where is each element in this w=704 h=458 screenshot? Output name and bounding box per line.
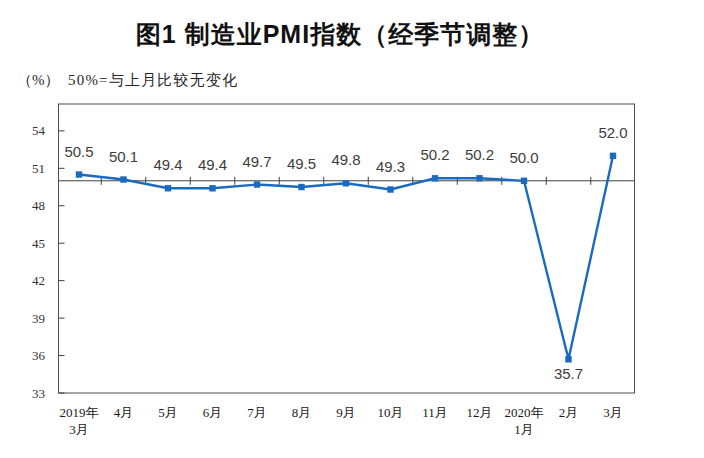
x-tick-label: 5月 [158,405,178,420]
y-tick-label: 33 [32,386,45,401]
y-tick-label: 51 [32,161,45,176]
data-point-label: 35.7 [554,365,583,382]
x-tick-label: 9月 [336,405,356,420]
y-tick-label: 39 [32,311,45,326]
data-point-label: 50.2 [465,146,494,163]
data-point-marker [476,175,482,181]
x-tick-label: 11月 [422,405,448,420]
x-tick-label: 6月 [203,405,223,420]
data-point-label: 49.8 [331,151,360,168]
data-point-marker [610,153,616,159]
data-point-marker [76,171,82,177]
y-tick-label: 45 [32,236,45,251]
y-tick-label: 42 [32,273,45,288]
data-point-label: 49.4 [153,156,182,173]
data-point-marker [432,175,438,181]
data-point-label: 49.7 [242,153,271,170]
pmi-chart-page: 图1 制造业PMI指数（经季节调整） （%） 50%=与上月比较无变化 3336… [0,0,704,458]
data-point-marker [254,181,260,187]
x-tick-label: 2020年 [505,405,544,420]
x-tick-label: 4月 [114,405,134,420]
data-point-label: 49.3 [376,158,405,175]
data-point-marker [521,178,527,184]
pmi-trend-chart: 33 36 39 42 45 48 51 54 50.5 50.1 49.4 49.4 49.7 49.5… [0,0,704,458]
y-tick-label: 36 [32,348,46,363]
data-point-marker [165,185,171,191]
x-tick-label: 3月 [603,405,623,420]
x-tick-label-line2: 1月 [514,422,534,437]
data-point-label: 49.5 [287,155,316,172]
plot-border [59,104,635,393]
x-tick-label: 2019年 [60,405,99,420]
data-point-label: 50.1 [109,148,138,165]
data-point-marker [120,176,126,182]
data-point-marker [209,185,215,191]
y-tick-label: 54 [32,123,46,138]
x-tick-label: 8月 [292,405,312,420]
x-tick-label: 12月 [467,405,493,420]
x-tick-label: 7月 [247,405,267,420]
y-tick-label: 48 [32,198,45,213]
data-point-marker [387,186,393,192]
data-point-label: 50.5 [64,143,93,160]
data-point-label: 52.0 [598,124,627,141]
x-tick-label: 10月 [378,405,404,420]
data-point-marker [343,180,349,186]
data-point-label: 50.0 [509,149,538,166]
data-point-marker [298,184,304,190]
data-point-label: 49.4 [198,156,227,173]
x-tick-label-line2: 3月 [69,422,89,437]
data-point-label: 50.2 [420,146,449,163]
data-point-marker [565,356,571,362]
x-tick-label: 2月 [559,405,579,420]
